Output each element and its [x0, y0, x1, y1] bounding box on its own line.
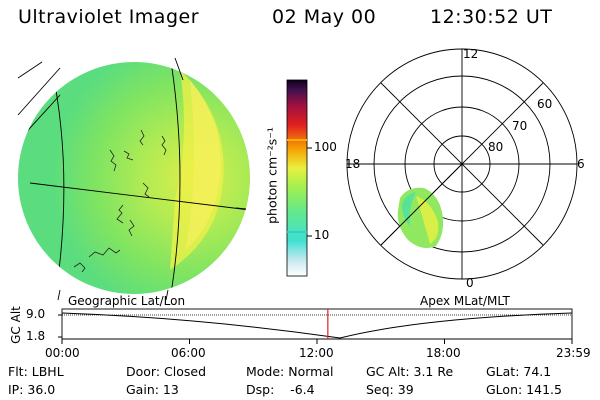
mlt-label-6: 6 — [577, 157, 585, 171]
colorbar-tick-100: 100 — [314, 140, 337, 154]
mlat-label-60: 60 — [537, 97, 553, 111]
geographic-image — [18, 62, 250, 294]
info-glat: GLat: 74.1 — [486, 364, 552, 379]
info-mode: Mode: Normal — [246, 364, 334, 379]
instrument-title: Ultraviolet Imager — [18, 6, 200, 28]
apex-caption: Apex MLat/MLT — [420, 294, 510, 308]
timeline-ylabel: GC Alt — [9, 306, 23, 344]
info-gc-alt: GC Alt: 3.1 Re — [366, 364, 454, 379]
timeline-ytick-1.8: 1.8 — [26, 329, 46, 343]
timeline-xtick-2359: 23:59 — [556, 346, 591, 360]
geographic-caption: Geographic Lat/Lon — [68, 294, 186, 308]
aurora-patch — [397, 187, 444, 248]
mlt-label-18: 18 — [345, 157, 361, 171]
info-gain: Gain: 13 — [126, 382, 179, 397]
image-time: 12:30:52 UT — [430, 6, 553, 28]
info-door: Door: Closed — [126, 364, 207, 379]
colorbar — [286, 79, 312, 277]
altitude-timeline — [58, 308, 573, 344]
mlt-label-12: 12 — [463, 47, 479, 61]
timeline-xtick-1200: 12:00 — [299, 346, 334, 360]
mlat-label-70: 70 — [512, 119, 528, 133]
info-ip: IP: 36.0 — [8, 382, 56, 397]
info-dsp: Dsp: -6.4 — [246, 382, 315, 397]
mlt-label-0: 0 — [466, 276, 474, 290]
timeline-xtick-0600: 06:00 — [171, 346, 206, 360]
colorbar-label: photon cm⁻²s⁻¹ — [264, 127, 280, 224]
mlat-label-80: 80 — [488, 140, 504, 154]
timeline-xtick-1800: 18:00 — [426, 346, 461, 360]
info-flt: Flt: LBHL — [8, 364, 64, 379]
image-date: 02 May 00 — [272, 6, 377, 28]
colorbar-tick-10: 10 — [314, 228, 330, 242]
info-seq: Seq: 39 — [366, 382, 414, 397]
timeline-xtick-0000: 00:00 — [45, 346, 80, 360]
timeline-ytick-9: 9.0 — [26, 307, 46, 321]
info-glon: GLon: 141.5 — [486, 382, 562, 397]
